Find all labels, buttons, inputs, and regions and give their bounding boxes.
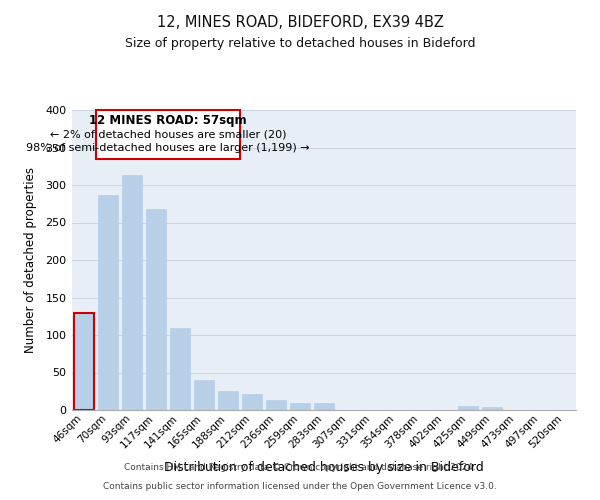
FancyBboxPatch shape bbox=[96, 110, 240, 159]
Bar bbox=[218, 391, 238, 410]
Text: Contains HM Land Registry data © Crown copyright and database right 2024.: Contains HM Land Registry data © Crown c… bbox=[124, 464, 476, 472]
Bar bbox=[170, 328, 190, 410]
Bar bbox=[194, 380, 214, 410]
Text: Contains public sector information licensed under the Open Government Licence v3: Contains public sector information licen… bbox=[103, 482, 497, 491]
Bar bbox=[242, 394, 262, 410]
Text: ← 2% of detached houses are smaller (20): ← 2% of detached houses are smaller (20) bbox=[50, 130, 286, 140]
Bar bbox=[122, 176, 142, 410]
Text: 98% of semi-detached houses are larger (1,199) →: 98% of semi-detached houses are larger (… bbox=[26, 143, 310, 153]
Bar bbox=[314, 403, 334, 410]
Bar bbox=[266, 400, 286, 410]
Bar bbox=[458, 406, 478, 410]
Bar bbox=[290, 402, 310, 410]
Y-axis label: Number of detached properties: Number of detached properties bbox=[24, 167, 37, 353]
X-axis label: Distribution of detached houses by size in Bideford: Distribution of detached houses by size … bbox=[164, 460, 484, 473]
Bar bbox=[146, 209, 166, 410]
Text: 12, MINES ROAD, BIDEFORD, EX39 4BZ: 12, MINES ROAD, BIDEFORD, EX39 4BZ bbox=[157, 15, 443, 30]
Bar bbox=[482, 407, 502, 410]
Bar bbox=[98, 194, 118, 410]
Text: Size of property relative to detached houses in Bideford: Size of property relative to detached ho… bbox=[125, 38, 475, 51]
Text: 12 MINES ROAD: 57sqm: 12 MINES ROAD: 57sqm bbox=[89, 114, 247, 127]
Bar bbox=[74, 312, 94, 410]
